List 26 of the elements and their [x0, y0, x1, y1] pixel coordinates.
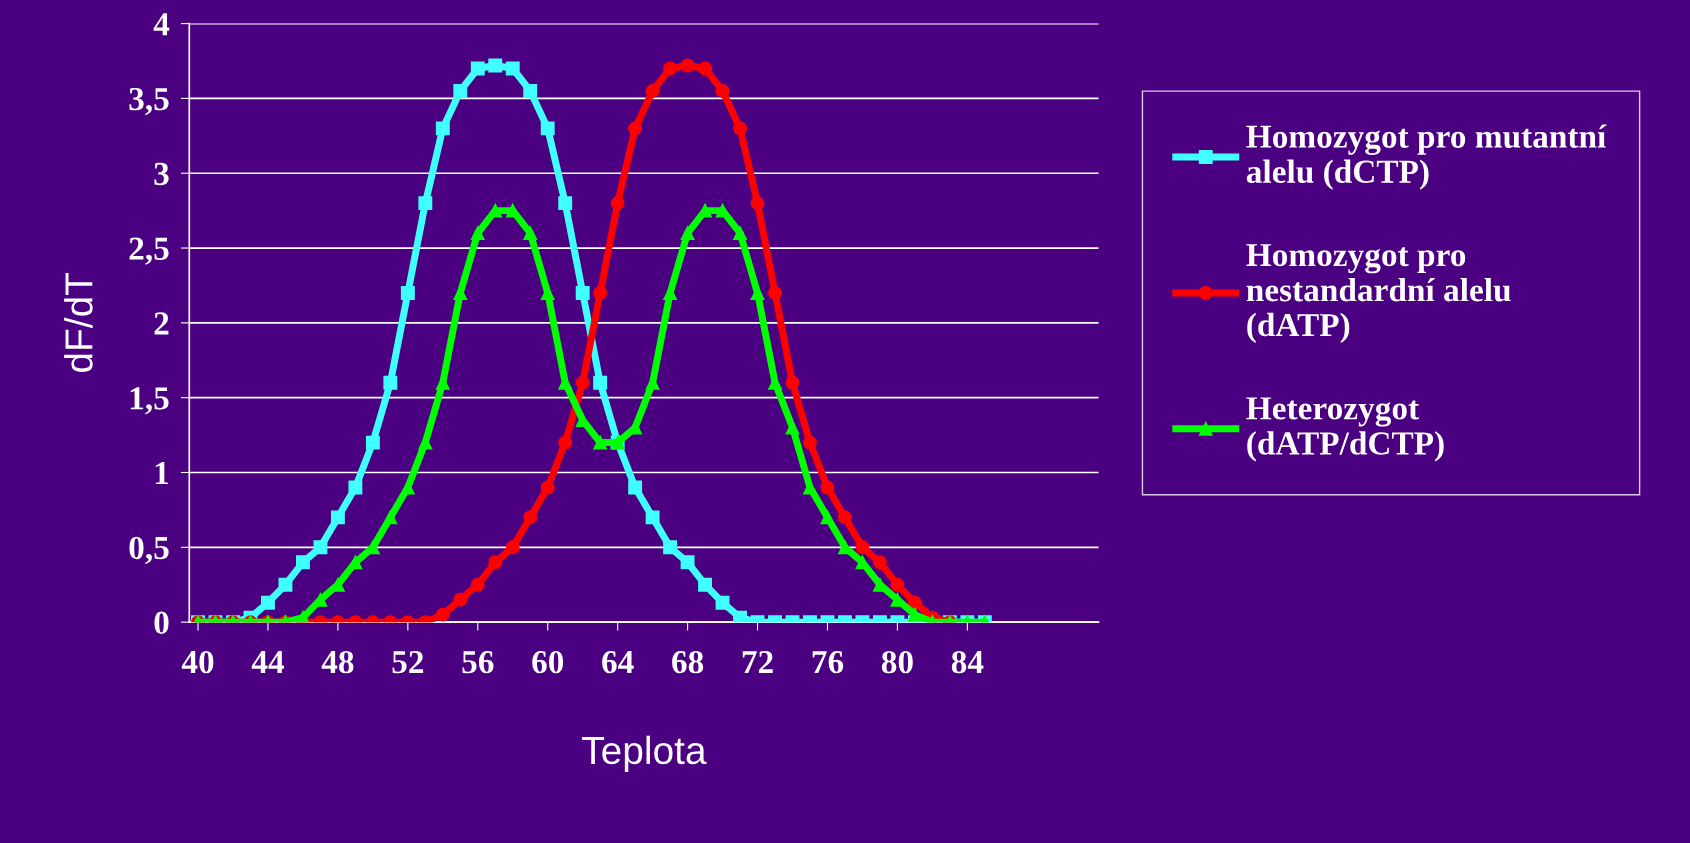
x-tick-label: 60: [532, 650, 564, 674]
legend-label: Homozygot pro nestandardní alelu (dATP): [1246, 244, 1511, 344]
y-axis-title: dF/dT: [64, 272, 93, 373]
x-tick-label: 64: [602, 650, 634, 674]
x-tick-label: 76: [812, 650, 844, 674]
y-tick-label: 0: [154, 611, 169, 635]
y-tick-label: 1: [155, 462, 169, 485]
y-tick-label: 4: [153, 13, 170, 36]
x-tick-label: 52: [392, 650, 424, 674]
legend-label: Homozygot pro mutantní alelu (dCTP): [1246, 124, 1607, 190]
legend-label: Heterozygot (dATP/dCTP): [1246, 397, 1444, 462]
y-tick-label: 2: [154, 312, 169, 335]
x-tick-label: 80: [881, 650, 913, 674]
y-tick-label: 1,5: [130, 387, 169, 415]
y-tick-label: 2,5: [129, 237, 169, 265]
y-tick-label: 3: [154, 162, 169, 186]
x-tick-label: 68: [672, 650, 704, 674]
x-tick-label: 44: [251, 651, 285, 674]
x-tick-label: 40: [181, 650, 214, 674]
y-tick-label: 3,5: [129, 87, 169, 116]
x-tick-label: 48: [321, 650, 354, 674]
y-tick-label: 0,5: [129, 536, 169, 565]
x-axis-title: Teplota: [582, 735, 707, 772]
x-tick-label: 84: [951, 650, 984, 674]
x-tick-label: 72: [742, 650, 773, 674]
x-tick-label: 56: [462, 650, 494, 674]
